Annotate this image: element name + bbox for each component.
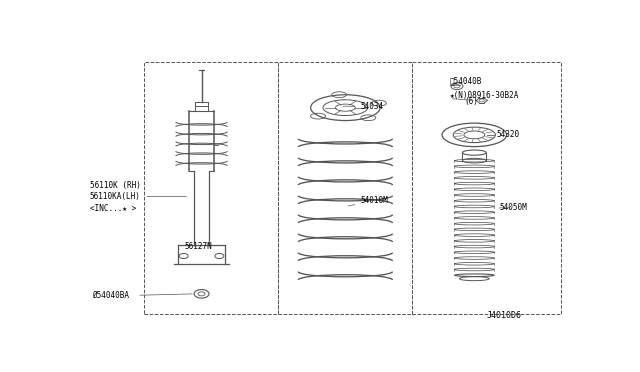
Bar [278,62,412,314]
Text: Ø54040BA: Ø54040BA [92,291,129,300]
Text: <INC...★ >: <INC...★ > [90,204,136,213]
Text: 56127N: 56127N [184,243,212,251]
Text: J4010D6: J4010D6 [486,311,522,320]
Text: 56110KA(LH): 56110KA(LH) [90,192,141,201]
Bar [145,62,278,314]
Text: 56110K (RH): 56110K (RH) [90,181,141,190]
Text: 54010M: 54010M [348,196,388,206]
Text: 54050M: 54050M [499,203,527,212]
Text: ⁀54040B: ⁀54040B [449,76,482,85]
Text: (6): (6) [465,97,478,106]
Bar [412,62,561,314]
Text: 54034: 54034 [343,102,383,111]
Text: 54320: 54320 [497,130,520,140]
Text: ★(N)08916-30B2A: ★(N)08916-30B2A [449,91,519,100]
